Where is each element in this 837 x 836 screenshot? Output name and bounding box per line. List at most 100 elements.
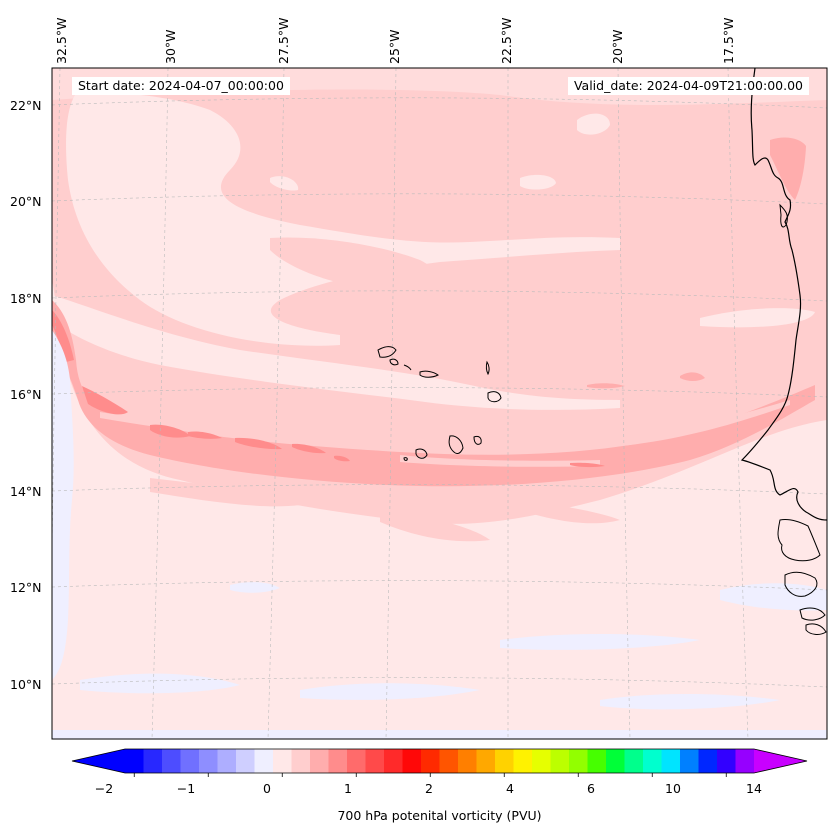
colorbar-tick-label: 4: [506, 781, 514, 796]
colorbar-cell: [180, 749, 200, 773]
colorbar-cell: [273, 749, 292, 773]
graticule: [52, 68, 827, 739]
pv-patch-light: [700, 308, 815, 328]
pv-max: [188, 431, 222, 439]
lon-label: 20°W: [610, 29, 625, 64]
colorbar-cell: [143, 749, 163, 773]
pv-negative-region: [600, 694, 780, 710]
pv-patch: [680, 372, 705, 381]
pv-patch: [270, 237, 435, 290]
coastline: [784, 571, 818, 597]
coastline: [740, 68, 827, 521]
cabo-verde-islands: [377, 346, 502, 461]
pv-patch-light: [700, 468, 800, 487]
colorbar-cell: [291, 749, 311, 773]
colorbar-tick-label: 10: [665, 781, 681, 796]
pv-max: [570, 462, 605, 468]
colorbar-extend-low: [72, 749, 125, 773]
pv-max: [334, 455, 350, 462]
pv-band-light: [52, 295, 620, 410]
colorbar-cell: [125, 749, 144, 773]
lat-label: 22°N: [10, 98, 42, 113]
coastline: [805, 623, 827, 635]
colorbar-cell: [347, 749, 366, 773]
lon-label: 22.5°W: [499, 17, 514, 64]
colorbar-cell: [421, 749, 440, 773]
lat-label: 14°N: [10, 484, 42, 499]
colorbar-cell: [495, 749, 514, 773]
start-date-label: Start date: 2024-04-07_00:00:00: [72, 77, 290, 95]
pv-max: [82, 386, 128, 415]
colorbar-cell: [606, 749, 625, 773]
colorbar-cell: [717, 749, 736, 773]
coastline: [777, 519, 821, 562]
lat-label: 18°N: [10, 291, 42, 306]
lat-label: 20°N: [10, 194, 42, 209]
pv-patch-light: [66, 93, 620, 346]
lon-label: 30°W: [163, 29, 178, 64]
lat-label: 16°N: [10, 387, 42, 402]
colorbar: [71, 748, 808, 777]
map-area: [52, 68, 827, 739]
colorbar-cell: [384, 749, 403, 773]
pv-negative-region: [720, 583, 827, 611]
pv-negative-region: [230, 582, 280, 593]
colorbar-tick-label: 6: [587, 781, 595, 796]
coastline: [799, 607, 826, 621]
colorbar-cell: [698, 749, 718, 773]
colorbar-cell: [476, 749, 496, 773]
colorbar-tick-label: 2: [425, 781, 433, 796]
pv-negative-region: [52, 730, 827, 739]
colorbar-extend-high: [754, 749, 807, 773]
pv-negative-region: [80, 673, 240, 694]
colorbar-cell: [365, 749, 385, 773]
colorbar-tick-label: −2: [94, 781, 114, 796]
colorbar-tick-label: 0: [263, 781, 271, 796]
pv-band-interior: [100, 400, 790, 451]
pv-patch-light: [520, 174, 556, 190]
pv-patch: [520, 500, 620, 524]
lon-label: 25°W: [387, 29, 402, 64]
colorbar-cell: [236, 749, 255, 773]
colorbar-cell: [624, 749, 644, 773]
colorbar-cell: [254, 749, 274, 773]
colorbar-cell: [402, 749, 422, 773]
pv-negative-region: [500, 634, 700, 650]
colorbar-cell: [310, 749, 329, 773]
pv-negative-region: [300, 683, 480, 700]
pv-patch: [380, 510, 490, 542]
pv-patch-light: [577, 113, 610, 135]
pv-patch: [770, 137, 806, 200]
pv-band-interior: [400, 455, 600, 467]
pv-max: [235, 437, 282, 450]
pv-patch: [150, 478, 300, 507]
colorbar-cell: [661, 749, 681, 773]
colorbar-label: 700 hPa potenital vorticity (PVU): [337, 808, 542, 823]
colorbar-cell: [735, 749, 755, 773]
pv-max: [292, 443, 326, 454]
colorbar-cell: [643, 749, 662, 773]
lon-label: 27.5°W: [276, 17, 291, 64]
colorbar-outline: [71, 748, 808, 774]
colorbar-cell: [513, 749, 533, 773]
pv-negative-region: [52, 330, 74, 680]
colorbar-cell: [439, 749, 459, 773]
colorbar-tick-label: −1: [176, 781, 196, 796]
colorbar-cell: [162, 749, 181, 773]
colorbar-cell: [217, 749, 237, 773]
lat-label: 10°N: [10, 677, 42, 692]
lon-label: 32.5°W: [54, 17, 69, 64]
colorbar-cell: [199, 749, 218, 773]
colorbar-cell: [587, 749, 607, 773]
colorbar-cell: [680, 749, 699, 773]
colorbar-cell: [532, 749, 551, 773]
lat-label: 12°N: [10, 580, 42, 595]
colorbar-cell: [328, 749, 348, 773]
pv-contour-north: [52, 68, 827, 524]
colorbar-cell: [569, 749, 588, 773]
colorbar-tick-label: 1: [344, 781, 352, 796]
pv-max: [52, 310, 74, 362]
colorbar-cell: [458, 749, 477, 773]
pv-patch: [587, 383, 625, 389]
